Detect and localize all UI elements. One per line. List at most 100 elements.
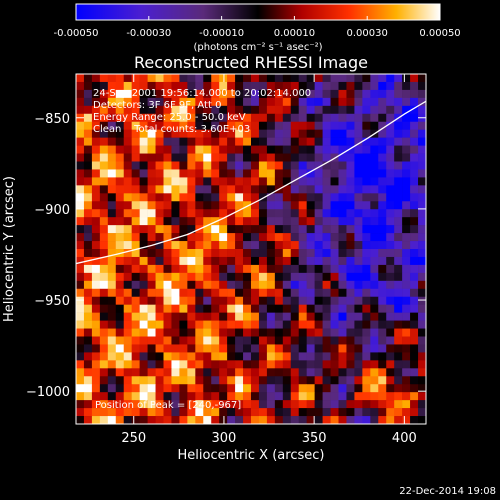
x-tick-label: 350 (302, 431, 327, 446)
heatmap-cell (91, 384, 101, 393)
heatmap-cell (306, 392, 315, 401)
heatmap-cell (155, 328, 164, 337)
heatmap-cell (163, 97, 172, 107)
heatmap-cell (362, 201, 371, 210)
heatmap-cell (418, 217, 426, 226)
heatmap-cell (195, 264, 204, 274)
heatmap-cell (330, 241, 339, 250)
heatmap-cell (394, 193, 403, 202)
heatmap-cell (131, 408, 140, 417)
heatmap-cell (370, 177, 379, 186)
heatmap-cell (314, 249, 323, 258)
heatmap-cell (155, 161, 164, 170)
heatmap-cell (394, 121, 403, 130)
heatmap-cell (290, 81, 300, 91)
heatmap-cell (195, 137, 204, 146)
heatmap-cell (107, 81, 117, 91)
heatmap-cell (139, 328, 148, 337)
heatmap-cell (99, 225, 109, 234)
heatmap-cell (76, 408, 85, 417)
heatmap-cell (370, 121, 379, 130)
heatmap-cell (147, 161, 156, 170)
heatmap-cell (243, 105, 252, 115)
heatmap-cell (131, 193, 140, 202)
heatmap-cell (322, 185, 331, 194)
heatmap-cell (322, 113, 331, 123)
heatmap-cell (322, 344, 331, 353)
heatmap-cell (370, 272, 379, 282)
heatmap-cell (235, 376, 244, 385)
heatmap-cell (282, 217, 292, 226)
heatmap-cell (163, 416, 172, 424)
heatmap-cell (410, 97, 419, 107)
heatmap-cell (330, 225, 339, 234)
heatmap-cell (394, 288, 403, 298)
heatmap-cell (338, 233, 347, 242)
heatmap-cell (394, 328, 403, 337)
heatmap-cell (171, 97, 180, 107)
heatmap-cell (410, 169, 419, 178)
heatmap-cell (386, 137, 395, 146)
heatmap-cell (354, 169, 363, 178)
heatmap-cell (163, 113, 172, 123)
heatmap-cell (147, 217, 156, 226)
heatmap-cell (76, 368, 85, 377)
heatmap-cell (298, 209, 307, 218)
heatmap-cell (115, 129, 125, 138)
heatmap-cell (91, 145, 101, 154)
heatmap-cell (346, 241, 355, 250)
heatmap-cell (410, 81, 419, 91)
heatmap-cell (418, 256, 426, 266)
heatmap-cell (139, 256, 148, 266)
heatmap-cell (131, 241, 140, 250)
heatmap-cell (251, 145, 260, 154)
heatmap-cell (147, 296, 156, 305)
heatmap-cell (330, 368, 339, 377)
heatmap-cell (155, 384, 164, 393)
heatmap-cell (266, 89, 276, 99)
heatmap-cell (314, 97, 323, 107)
heatmap-cell (290, 105, 300, 115)
heatmap-cell (235, 185, 244, 194)
heatmap-cell (306, 320, 315, 329)
heatmap-cell (171, 408, 180, 417)
heatmap-cell (378, 336, 387, 345)
heatmap-cell (410, 408, 419, 417)
heatmap-cell (91, 416, 101, 424)
heatmap-cell (155, 129, 164, 138)
heatmap-cell (338, 74, 347, 83)
heatmap-cell (219, 217, 228, 226)
heatmap-cell (346, 129, 355, 138)
heatmap-cell (306, 328, 315, 337)
heatmap-cell (322, 74, 331, 83)
heatmap-cell (322, 81, 331, 91)
heatmap-cell (402, 352, 411, 361)
heatmap-cell (227, 320, 236, 329)
heatmap-cell (290, 201, 300, 210)
heatmap-cell (139, 392, 148, 401)
heatmap-cell (219, 249, 228, 258)
heatmap-cell (258, 145, 268, 154)
heatmap-cell (314, 256, 323, 266)
heatmap-cell (298, 249, 307, 258)
heatmap-cell (107, 217, 117, 226)
axis-ticks: 250 300 350 400−850−900−950−1000 (26, 74, 426, 446)
heatmap-cell (314, 193, 323, 202)
heatmap-cell (171, 89, 180, 99)
heatmap-cell (410, 376, 419, 385)
heatmap-cell (171, 280, 180, 290)
heatmap-cell (115, 384, 125, 393)
heatmap-cell (99, 169, 109, 178)
heatmap-cell (266, 225, 276, 234)
heatmap-cell (107, 264, 117, 274)
heatmap-cell (362, 89, 371, 99)
heatmap-cell (290, 169, 300, 178)
heatmap-cell (394, 209, 403, 218)
heatmap-cell (418, 344, 426, 353)
heatmap-cell (258, 201, 268, 210)
heatmap-cell (243, 368, 252, 377)
heatmap-cell (76, 137, 85, 146)
heatmap-cell (274, 145, 284, 154)
heatmap-cell (187, 209, 196, 218)
heatmap-cell (354, 217, 363, 226)
